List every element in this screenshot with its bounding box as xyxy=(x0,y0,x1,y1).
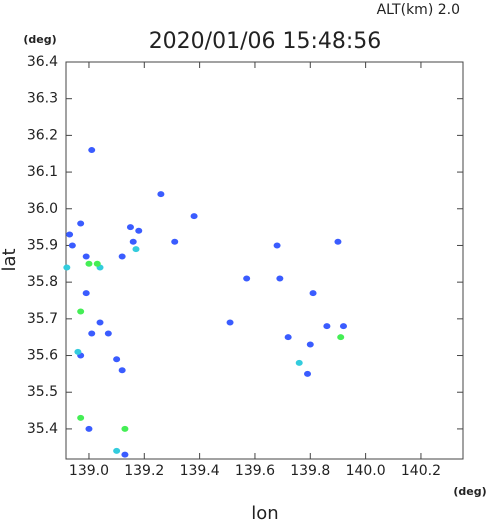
echo-cell xyxy=(121,425,129,432)
echo-cell xyxy=(118,367,126,374)
y-tick-label: 36.3 xyxy=(27,91,58,107)
y-tick-label: 36.1 xyxy=(27,164,58,180)
echo-cell xyxy=(113,447,121,454)
x-tick-label: 140.2 xyxy=(401,463,441,479)
echo-cell xyxy=(113,356,121,363)
echo-cell xyxy=(129,238,137,245)
echo-cell xyxy=(85,425,93,432)
echo-cell xyxy=(226,319,234,326)
echo-cell xyxy=(171,238,179,245)
echo-cell xyxy=(85,260,93,267)
echo-cell xyxy=(93,260,101,267)
echo-cell xyxy=(309,290,317,297)
echo-cell xyxy=(121,451,129,458)
echo-cell xyxy=(77,414,85,421)
echo-cell xyxy=(273,242,281,249)
y-tick-label: 36.2 xyxy=(27,127,58,143)
echo-cell xyxy=(323,323,331,330)
x-tick-label: 139.4 xyxy=(180,463,220,479)
echo-cell xyxy=(295,359,303,366)
echo-cell xyxy=(88,330,96,337)
echo-cell xyxy=(96,319,104,326)
echo-cell xyxy=(63,264,71,271)
echo-cell xyxy=(82,290,90,297)
echo-cell xyxy=(243,275,251,282)
plot-frame xyxy=(65,61,464,460)
y-tick-label: 35.7 xyxy=(27,311,58,327)
y-tick-label: 36.4 xyxy=(27,54,58,70)
echo-cell xyxy=(190,213,198,220)
echo-cell xyxy=(77,220,85,227)
echo-cell xyxy=(77,308,85,315)
echo-cell xyxy=(337,334,345,341)
echo-cell xyxy=(118,253,126,260)
echo-cell xyxy=(82,253,90,260)
echo-cell xyxy=(68,242,76,249)
y-tick-label: 35.8 xyxy=(27,274,58,290)
echo-cell xyxy=(284,334,292,341)
x-tick-label: 139.8 xyxy=(290,463,330,479)
y-tick-label: 35.5 xyxy=(27,384,58,400)
echo-cell xyxy=(66,231,74,238)
y-unit: (deg) xyxy=(23,33,56,46)
x-tick-label: 139.2 xyxy=(124,463,164,479)
echo-cell xyxy=(339,323,347,330)
echo-cell xyxy=(304,370,312,377)
echo-cell xyxy=(135,227,143,234)
y-tick-label: 36.0 xyxy=(27,201,58,217)
echo-cell xyxy=(306,341,314,348)
altitude-label: ALT(km) 2.0 xyxy=(377,2,460,18)
y-tick-label: 35.6 xyxy=(27,348,58,364)
echo-cell xyxy=(88,147,96,154)
y-tick-label: 35.9 xyxy=(27,237,58,253)
x-axis-title: lon xyxy=(251,503,278,521)
echo-cell xyxy=(276,275,284,282)
x-tick-label: 139.6 xyxy=(235,463,275,479)
chart-title: 2020/01/06 15:48:56 xyxy=(149,29,382,54)
x-tick-label: 140.0 xyxy=(346,463,386,479)
y-axis-title: lat xyxy=(0,248,20,271)
echo-cell xyxy=(126,224,134,231)
echo-cell xyxy=(334,238,342,245)
x-tick-label: 139.0 xyxy=(69,463,109,479)
echo-cell xyxy=(104,330,112,337)
echo-cell xyxy=(157,191,165,198)
y-tick-label: 35.4 xyxy=(27,421,58,437)
echo-cell xyxy=(74,348,82,355)
x-unit: (deg) xyxy=(453,485,486,498)
echo-cell xyxy=(132,246,140,253)
